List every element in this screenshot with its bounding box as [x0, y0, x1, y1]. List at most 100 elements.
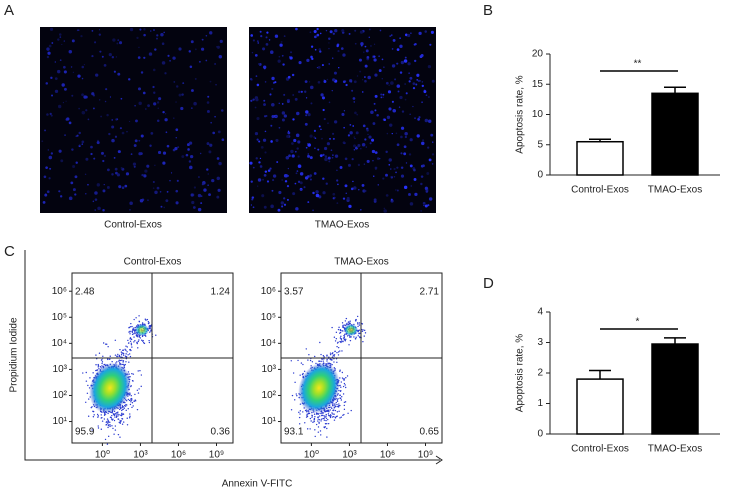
cell-dot	[43, 201, 46, 204]
event-dot	[124, 408, 125, 409]
event-dot	[337, 398, 338, 399]
event-dot	[307, 359, 308, 360]
cell-dot	[41, 140, 43, 142]
cell-dot	[320, 154, 323, 157]
cell-dot	[388, 164, 390, 166]
cell-dot	[345, 84, 347, 86]
event-dot	[341, 350, 342, 351]
cell-dot	[95, 209, 96, 210]
cell-dot	[392, 64, 395, 67]
event-dot	[125, 404, 126, 405]
cell-dot	[404, 132, 407, 135]
cell-dot	[373, 122, 376, 125]
event-dot	[304, 422, 305, 423]
cell-dot	[405, 57, 407, 59]
cell-dot	[287, 100, 290, 103]
event-dot	[348, 344, 349, 345]
cell-dot	[322, 96, 325, 99]
cell-dot	[72, 165, 75, 168]
event-dot	[333, 354, 334, 355]
cell-dot	[368, 136, 371, 139]
cell-dot	[427, 204, 429, 206]
cell-dot	[262, 47, 265, 50]
x-tick-label: 10³	[342, 450, 357, 461]
event-dot	[330, 406, 331, 407]
cell-dot	[250, 100, 252, 102]
cell-dot	[176, 201, 179, 204]
cell-dot	[177, 146, 179, 148]
cell-dot	[210, 122, 212, 124]
cell-dot	[217, 46, 220, 49]
cell-dot	[295, 28, 298, 31]
cell-dot	[311, 46, 313, 48]
cell-dot	[122, 132, 125, 135]
cell-dot	[60, 159, 63, 162]
event-dot	[337, 401, 338, 402]
event-dot	[314, 429, 315, 430]
event-dot	[142, 340, 143, 341]
cell-dot	[104, 184, 105, 185]
quadrant-percent: 0.65	[420, 427, 440, 438]
cell-dot	[144, 170, 147, 173]
cell-dot	[124, 185, 127, 188]
cell-dot	[367, 56, 370, 59]
cell-dot	[81, 66, 84, 69]
cell-dot	[110, 96, 111, 97]
cell-dot	[81, 143, 83, 145]
cell-dot	[316, 194, 320, 198]
event-dot	[299, 413, 300, 414]
cell-dot	[100, 116, 102, 118]
event-dot	[128, 408, 129, 409]
event-dot	[120, 420, 121, 421]
cell-dot	[328, 63, 329, 64]
cell-dot	[343, 80, 346, 83]
significance-label: **	[634, 59, 642, 70]
cell-dot	[362, 184, 365, 187]
event-dot	[123, 421, 124, 422]
event-dot	[138, 370, 139, 371]
cell-dot	[114, 157, 116, 159]
event-dot	[140, 337, 141, 338]
cell-dot	[71, 148, 73, 150]
cell-dot	[373, 176, 374, 177]
cell-dot	[298, 164, 302, 168]
cell-dot	[187, 148, 190, 151]
cell-dot	[111, 139, 115, 143]
cell-dot	[71, 66, 72, 67]
event-dot	[336, 402, 337, 403]
event-dot	[130, 337, 131, 338]
cell-dot	[405, 99, 407, 101]
cell-dot	[179, 94, 182, 97]
cell-dot	[104, 64, 107, 67]
cell-dot	[111, 173, 113, 175]
cell-dot	[266, 32, 268, 34]
cell-dot	[158, 97, 161, 100]
event-dot	[347, 375, 348, 376]
cell-dot	[320, 33, 322, 35]
event-dot	[109, 359, 110, 360]
cell-dot	[275, 35, 278, 38]
cell-dot	[284, 35, 286, 37]
cell-dot	[193, 102, 197, 106]
event-dot	[328, 410, 329, 411]
x-tick-label: 10⁹	[209, 450, 224, 461]
cell-dot	[59, 150, 62, 153]
event-dot	[128, 399, 129, 400]
cell-dot	[401, 175, 404, 178]
cell-dot	[310, 86, 314, 90]
image-label: TMAO-Exos	[315, 220, 369, 231]
cell-dot	[380, 30, 382, 32]
event-dot	[149, 342, 150, 343]
cell-dot	[99, 29, 100, 30]
cell-dot	[58, 105, 61, 108]
cell-dot	[412, 106, 413, 107]
cell-dot	[374, 103, 376, 105]
cell-dot	[264, 115, 266, 117]
event-dot	[97, 414, 98, 415]
event-dot	[150, 325, 151, 326]
density-core	[135, 324, 149, 336]
cell-dot	[160, 191, 162, 193]
y-tick-label: 10¹	[53, 416, 68, 427]
cell-dot	[332, 133, 334, 135]
event-dot	[122, 424, 123, 425]
